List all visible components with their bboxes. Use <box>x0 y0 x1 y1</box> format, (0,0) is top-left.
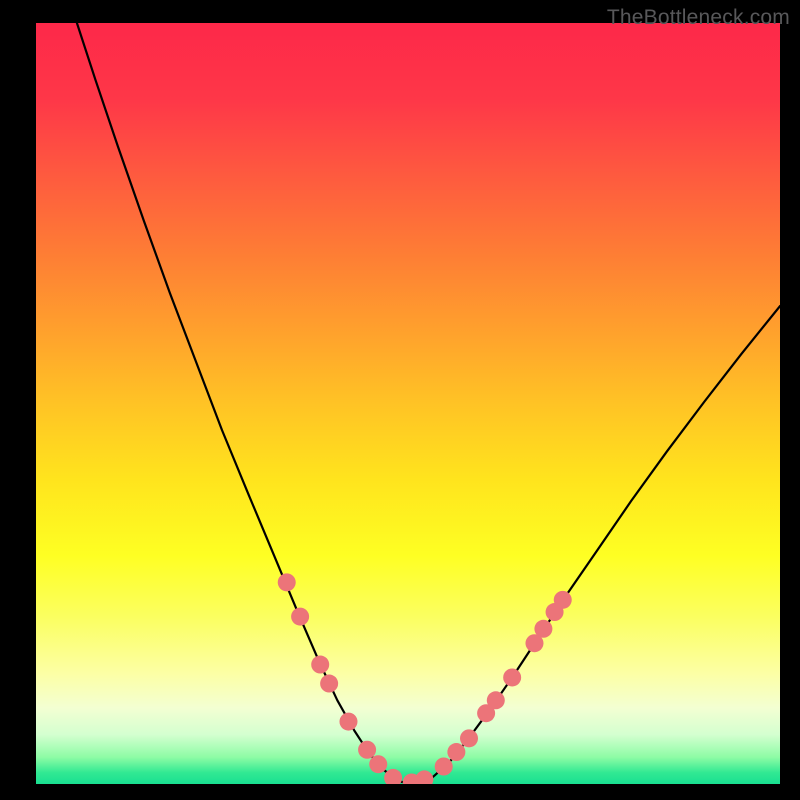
data-marker <box>278 573 296 591</box>
data-marker <box>291 608 309 626</box>
data-marker <box>339 713 357 731</box>
chart-svg <box>36 23 780 784</box>
data-marker <box>503 668 521 686</box>
data-marker <box>554 591 572 609</box>
data-marker <box>447 743 465 761</box>
data-marker <box>311 656 329 674</box>
data-marker <box>358 741 376 759</box>
data-marker <box>320 675 338 693</box>
chart-background <box>36 23 780 784</box>
data-marker <box>534 620 552 638</box>
data-marker <box>487 691 505 709</box>
data-marker <box>435 758 453 776</box>
data-marker <box>460 729 478 747</box>
plot-area <box>36 23 780 784</box>
data-marker <box>369 755 387 773</box>
